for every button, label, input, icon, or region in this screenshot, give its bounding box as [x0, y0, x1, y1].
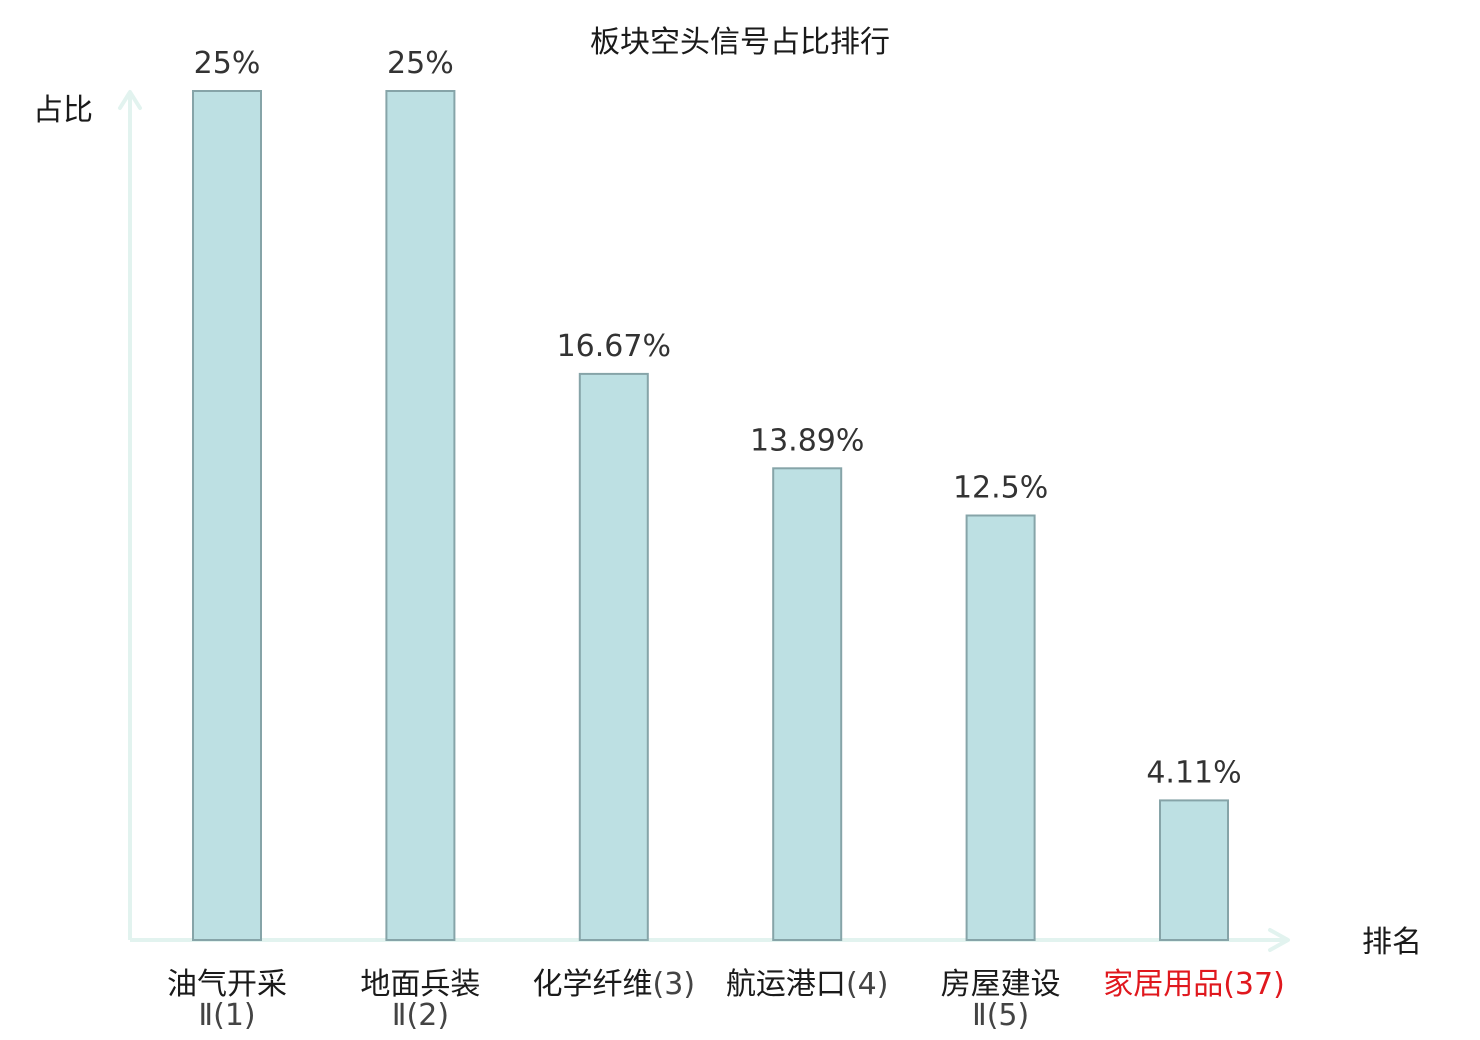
category-name-2: 地面兵装 [360, 967, 480, 1002]
bar-5 [965, 514, 1036, 941]
category-rank-4: (4) [846, 967, 889, 1002]
axes [118, 90, 1290, 952]
bars-group [192, 90, 1229, 942]
value-label-3: 16.67% [557, 329, 671, 364]
category-label-3: 化学纤维(3) [533, 967, 696, 1002]
y-axis-arrow-icon [118, 90, 142, 110]
bar-6 [1159, 799, 1229, 942]
bar-4 [772, 467, 843, 941]
value-label-2: 25% [387, 46, 454, 81]
value-labels-group: 25% 25% 16.67% 13.89% 12.5% 4.11% [194, 46, 1242, 790]
value-label-5: 12.5% [953, 471, 1048, 506]
category-label-5: 房屋建设 Ⅱ(5) [941, 967, 1061, 1033]
category-rank-6: (37) [1223, 967, 1285, 1002]
category-name-1: 油气开采 [167, 967, 287, 1002]
category-label-4: 航运港口(4) [726, 967, 889, 1002]
chart-title: 板块空头信号占比排行 [590, 25, 890, 60]
value-label-6: 4.11% [1146, 755, 1241, 790]
category-labels-group: 油气开采 Ⅱ(1) 地面兵装 Ⅱ(2) 化学纤维(3) 航运港口(4) 房屋建设 Ⅱ(5) 家居… [167, 967, 1285, 1033]
category-rank-2: Ⅱ(2) [392, 998, 449, 1033]
category-rank-3: (3) [653, 967, 696, 1002]
category-name-4: 航运港口 [726, 967, 846, 1002]
x-axis-arrow-icon [1268, 928, 1290, 952]
category-rank-1: Ⅱ(1) [198, 998, 255, 1033]
value-label-1: 25% [194, 46, 261, 81]
category-rank-5: Ⅱ(5) [972, 998, 1029, 1033]
category-label-2: 地面兵装 Ⅱ(2) [360, 967, 480, 1033]
x-axis-label: 排名 [1362, 925, 1422, 960]
category-name-6: 家居用品 [1103, 967, 1223, 1002]
category-label-1: 油气开采 Ⅱ(1) [167, 967, 287, 1033]
bar-1 [192, 90, 262, 941]
y-axis-label: 占比 [33, 93, 93, 128]
bar-2 [385, 90, 456, 941]
value-label-4: 13.89% [750, 423, 864, 458]
category-name-5: 房屋建设 [941, 967, 1061, 1002]
category-name-3: 化学纤维 [533, 967, 653, 1002]
category-label-6: 家居用品(37) [1103, 967, 1285, 1002]
bar-3 [578, 372, 649, 941]
